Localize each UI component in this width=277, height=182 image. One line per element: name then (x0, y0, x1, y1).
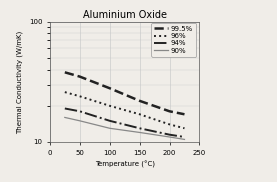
90% (78, 120, 81, 122)
99.5% (183, 113, 186, 115)
99.5% (138, 100, 141, 102)
96% (183, 127, 186, 129)
94% (168, 134, 171, 136)
94% (78, 110, 81, 112)
96% (63, 91, 66, 93)
Line: 96%: 96% (65, 92, 184, 128)
90% (168, 136, 171, 138)
96% (108, 105, 111, 107)
94% (183, 136, 186, 138)
94% (138, 127, 141, 129)
99.5% (63, 71, 66, 73)
Legend: 99.5%, 96%, 94%, 90%: 99.5%, 96%, 94%, 90% (152, 23, 196, 57)
94% (108, 120, 111, 122)
Line: 99.5%: 99.5% (65, 72, 184, 114)
96% (78, 95, 81, 97)
Line: 90%: 90% (65, 117, 184, 139)
99.5% (78, 76, 81, 78)
90% (183, 138, 186, 141)
90% (108, 127, 111, 129)
Y-axis label: Thermal Conductivity (W/mK): Thermal Conductivity (W/mK) (17, 30, 23, 134)
Line: 94%: 94% (65, 108, 184, 137)
X-axis label: Temperature (°C): Temperature (°C) (95, 161, 155, 168)
99.5% (168, 110, 171, 112)
Title: Aluminium Oxide: Aluminium Oxide (83, 10, 167, 20)
94% (63, 107, 66, 110)
99.5% (108, 87, 111, 89)
90% (63, 116, 66, 118)
90% (138, 131, 141, 134)
96% (138, 113, 141, 115)
96% (168, 123, 171, 126)
